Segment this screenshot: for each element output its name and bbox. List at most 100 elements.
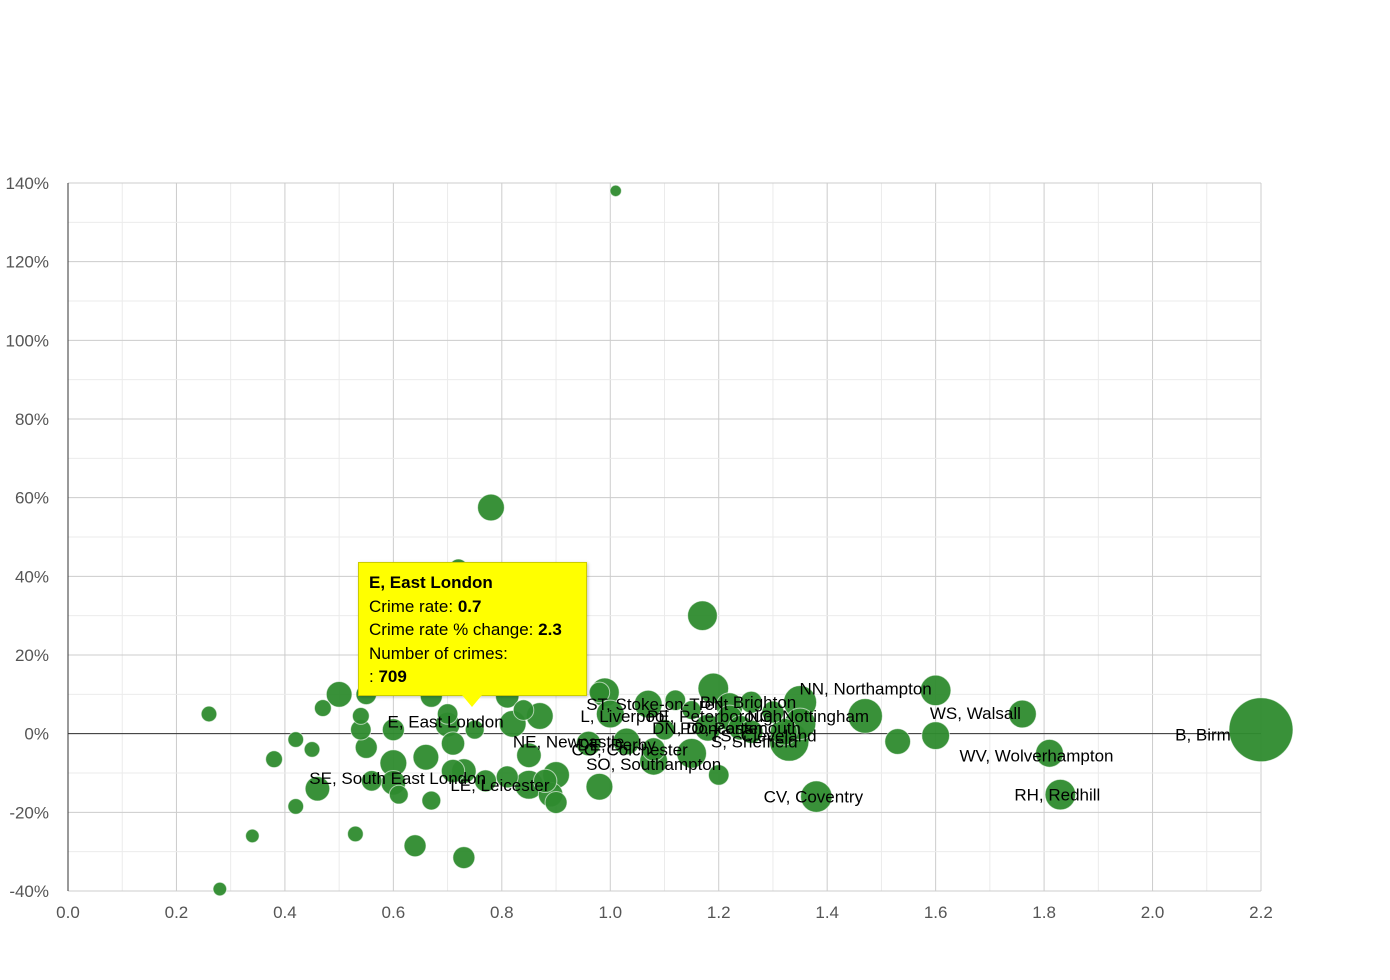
bubble-label: B, Birm — [1175, 726, 1231, 745]
bubble[interactable] — [739, 690, 763, 714]
bubble[interactable] — [495, 765, 519, 789]
bubble[interactable] — [609, 184, 622, 198]
bubble[interactable] — [200, 705, 218, 723]
bubble[interactable] — [412, 743, 440, 771]
tooltip-rate-label: Crime rate: — [369, 596, 454, 616]
bubble[interactable] — [739, 719, 764, 744]
x-tick-label: 0.6 — [382, 903, 406, 922]
bubble-label: DE, Derby — [577, 736, 656, 755]
bubble[interactable] — [1228, 697, 1294, 763]
bubble[interactable] — [212, 881, 228, 897]
bubble[interactable] — [347, 825, 364, 843]
y-tick-label: 120% — [6, 253, 49, 272]
bubble[interactable] — [633, 689, 663, 719]
bubble[interactable] — [388, 784, 409, 805]
bubble-label: CO, Colchester — [572, 740, 689, 759]
bubble[interactable] — [287, 731, 305, 748]
bubble[interactable] — [800, 780, 833, 813]
tooltip-crimes-value: 709 — [378, 667, 407, 686]
bubble[interactable] — [585, 772, 614, 801]
bubble[interactable] — [303, 741, 321, 758]
bubble[interactable] — [440, 758, 466, 784]
tooltip-change-label: Crime rate % change: — [369, 620, 534, 639]
bubble[interactable] — [512, 699, 535, 721]
bubble[interactable] — [440, 731, 466, 756]
y-tick-label: 0% — [24, 725, 49, 744]
bubble-label: PE, Peterborough — [647, 707, 782, 726]
tooltip-crimes-label: Number of crimes: — [369, 643, 508, 663]
tooltip-crimes-row: Number of crimes: — [369, 642, 576, 666]
y-tick-label: 80% — [15, 410, 49, 429]
x-tick-label: 1.0 — [598, 903, 622, 922]
x-tick-label: 2.2 — [1249, 903, 1273, 922]
bubble-label: SE, South East London — [309, 769, 486, 788]
bubble[interactable] — [1044, 778, 1077, 811]
bubble-label: RH, Redhill — [1014, 786, 1100, 805]
bubble-label: DN, Doncaster — [652, 719, 764, 738]
y-tick-label: -20% — [9, 803, 49, 822]
x-tick-label: 1.8 — [1032, 903, 1056, 922]
bubble[interactable] — [245, 828, 260, 844]
bubble[interactable] — [313, 699, 332, 718]
x-tick-label: 1.4 — [815, 903, 839, 922]
bubble[interactable] — [325, 680, 353, 708]
x-tick-label: 0.8 — [490, 903, 514, 922]
bubble-label: S, Sheffield — [711, 733, 798, 752]
bubble[interactable] — [681, 700, 702, 720]
bubble[interactable] — [464, 719, 485, 740]
y-tick-label: 100% — [6, 331, 49, 350]
bubble[interactable] — [588, 681, 611, 704]
bubble[interactable] — [612, 727, 641, 756]
bubble[interactable] — [287, 798, 305, 815]
bubble[interactable] — [687, 600, 718, 632]
bubble-label: NE, Newcastle — [513, 733, 624, 752]
bubble-label: TS, Cleveland — [710, 727, 817, 746]
bubble-label: BN, Brighton — [700, 693, 796, 712]
y-tick-label: 20% — [15, 646, 49, 665]
tooltip-title: E, East London — [369, 573, 493, 592]
bubble[interactable] — [761, 700, 785, 724]
bubble-label: LE, Leicester — [450, 776, 550, 795]
bubble[interactable] — [653, 718, 676, 741]
bubble[interactable] — [641, 737, 666, 762]
bubble[interactable] — [544, 791, 568, 814]
bubble[interactable] — [921, 721, 951, 751]
bubble[interactable] — [707, 764, 730, 786]
bubble[interactable] — [360, 770, 383, 792]
bubble[interactable] — [516, 742, 542, 769]
bubble-label: E, East London — [387, 713, 503, 732]
bubble[interactable] — [1035, 738, 1064, 768]
bubble[interactable] — [403, 834, 427, 858]
bubble[interactable] — [351, 707, 370, 725]
bubble[interactable] — [1008, 699, 1037, 729]
bubble[interactable] — [664, 689, 687, 711]
chart-bubbles — [200, 184, 1294, 897]
y-tick-label: 140% — [6, 174, 49, 193]
bubble[interactable] — [919, 674, 952, 707]
bubble[interactable] — [452, 846, 476, 870]
chart-tooltip: E, East London Crime rate: 0.7 Crime rat… — [358, 562, 587, 696]
bubble[interactable] — [381, 718, 405, 742]
bubble[interactable] — [847, 698, 883, 734]
bubble[interactable] — [265, 750, 283, 769]
bubble[interactable] — [477, 493, 505, 522]
tooltip-pointer — [462, 695, 482, 707]
tooltip-crimes-prefix: : — [369, 667, 374, 686]
bubble[interactable] — [436, 703, 459, 725]
bubble[interactable] — [421, 790, 442, 811]
bubble[interactable] — [595, 699, 625, 729]
bubble[interactable] — [533, 768, 558, 794]
bubble[interactable] — [575, 730, 602, 757]
x-tick-label: 1.6 — [924, 903, 948, 922]
bubble[interactable] — [676, 737, 707, 769]
x-tick-label: 1.2 — [707, 903, 731, 922]
bubble[interactable] — [884, 728, 912, 755]
bubble[interactable] — [769, 717, 798, 746]
tooltip-change-value: 2.3 — [538, 620, 562, 639]
bubble-label: WS, Walsall — [930, 704, 1021, 723]
bubble-label: SO, Southampton — [586, 755, 721, 774]
tooltip-change-row: Crime rate % change: 2.3 — [369, 618, 576, 642]
y-tick-label: 40% — [15, 567, 49, 586]
bubble[interactable] — [304, 775, 331, 802]
